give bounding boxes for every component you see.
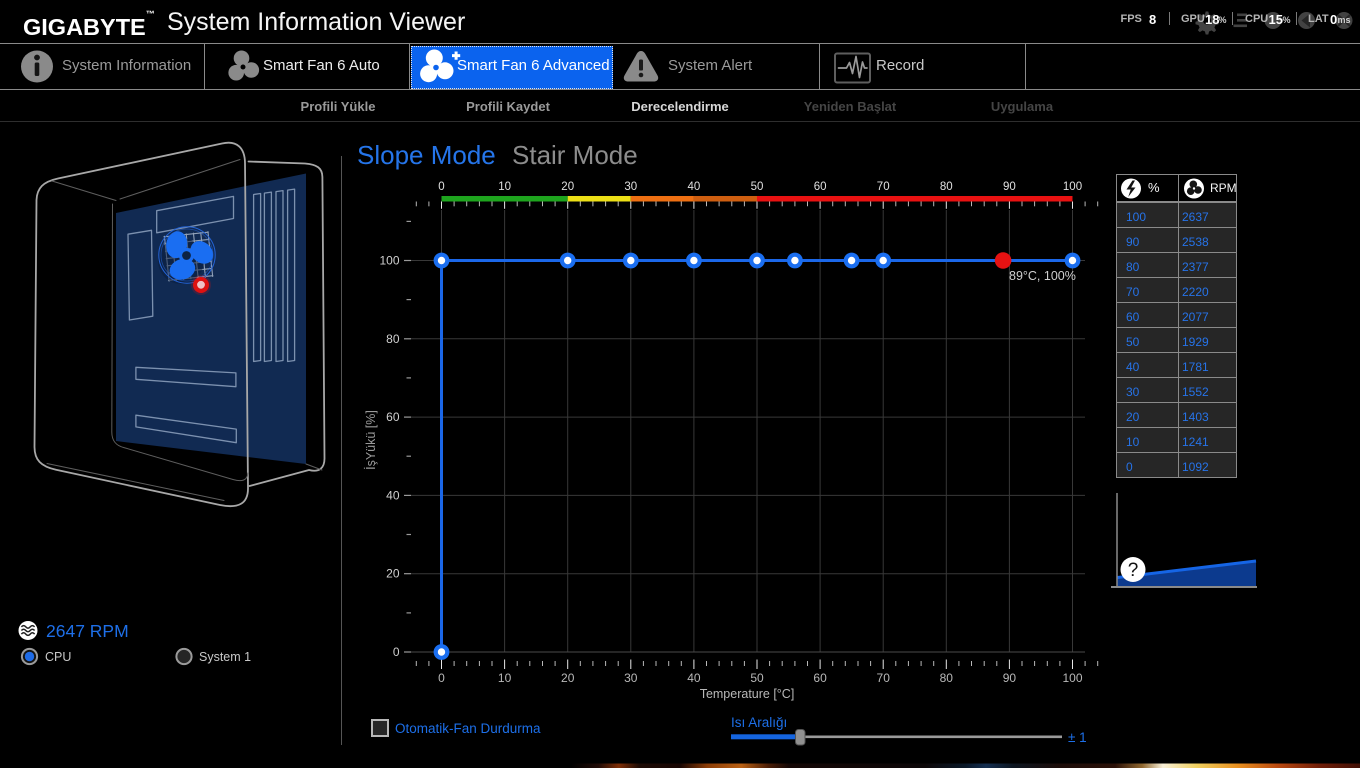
svg-text:40: 40 <box>687 671 701 685</box>
svg-text:10: 10 <box>498 181 511 193</box>
svg-text:İşYükü [%]: İşYükü [%] <box>364 410 378 470</box>
svg-text:20: 20 <box>561 671 575 685</box>
svg-text:90: 90 <box>1003 671 1017 685</box>
svg-text:?: ? <box>1128 560 1139 581</box>
svg-text:0: 0 <box>438 181 444 193</box>
svg-text:70: 70 <box>877 671 891 685</box>
svg-text:30: 30 <box>624 181 637 193</box>
svg-text:80: 80 <box>386 332 400 346</box>
svg-text:50: 50 <box>750 671 764 685</box>
svg-text:100: 100 <box>1063 181 1082 193</box>
svg-text:30: 30 <box>624 671 638 685</box>
svg-text:80: 80 <box>940 671 954 685</box>
svg-text:100: 100 <box>379 254 399 268</box>
svg-text:89°C, 100%: 89°C, 100% <box>1009 269 1076 283</box>
svg-text:60: 60 <box>813 671 827 685</box>
svg-text:70: 70 <box>877 181 890 193</box>
svg-text:0: 0 <box>438 671 445 685</box>
svg-text:60: 60 <box>814 181 827 193</box>
svg-text:50: 50 <box>751 181 764 193</box>
svg-text:60: 60 <box>386 410 400 424</box>
svg-text:0: 0 <box>393 645 400 659</box>
svg-text:40: 40 <box>688 181 701 193</box>
svg-text:20: 20 <box>561 181 574 193</box>
svg-text:100: 100 <box>1062 671 1082 685</box>
svg-text:90: 90 <box>1003 181 1016 193</box>
svg-text:40: 40 <box>386 488 400 502</box>
svg-text:20: 20 <box>386 567 400 581</box>
svg-text:80: 80 <box>940 181 953 193</box>
svg-text:Temperature [°C]: Temperature [°C] <box>700 687 795 701</box>
svg-text:10: 10 <box>498 671 512 685</box>
